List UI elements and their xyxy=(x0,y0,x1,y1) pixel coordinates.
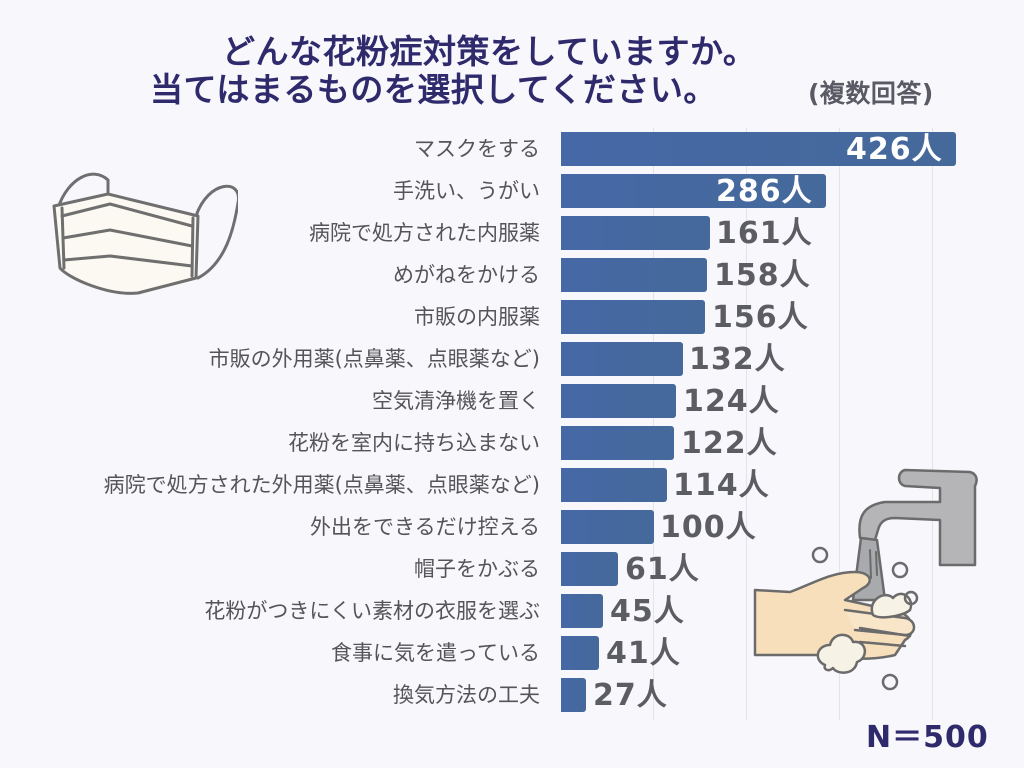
bar-row: 空気清浄機を置く 124人 xyxy=(0,384,1024,419)
bar-row: めがねをかける 158人 xyxy=(0,258,1024,293)
bar xyxy=(561,216,710,250)
category-label: 帽子をかぶる xyxy=(414,557,540,581)
value-label: 156人 xyxy=(712,300,809,335)
bar xyxy=(561,300,705,334)
bar xyxy=(561,594,603,628)
category-label: 花粉を室内に持ち込まない xyxy=(288,431,540,455)
category-label: 外出をできるだけ控える xyxy=(310,515,540,539)
bar-row: 病院で処方された外用薬(点鼻薬、点眼薬など) 114人 xyxy=(0,468,1024,503)
category-label: 換気方法の工夫 xyxy=(393,683,540,707)
value-label: 286人 xyxy=(716,174,813,209)
category-label: 花粉がつきにくい素材の衣服を選ぶ xyxy=(204,599,540,623)
value-label: 124人 xyxy=(683,384,780,419)
bar-row: マスクをする 426人 xyxy=(0,132,1024,167)
value-label: 100人 xyxy=(660,510,757,545)
hand-washing-faucet-icon xyxy=(753,468,978,691)
bar xyxy=(561,384,676,418)
face-mask-icon xyxy=(52,172,238,295)
bar-row: 花粉がつきにくい素材の衣服を選ぶ 45人 xyxy=(0,594,1024,629)
title-line-1: どんな花粉症対策をしていますか。 xyxy=(222,32,757,71)
value-label: 132人 xyxy=(689,342,786,377)
value-label: 27人 xyxy=(593,678,668,713)
bar-row: 病院で処方された内服薬 161人 xyxy=(0,216,1024,251)
gridline-400 xyxy=(932,128,933,720)
bar xyxy=(561,174,826,208)
bar xyxy=(561,258,707,292)
bar-row: 食事に気を遣っている 41人 xyxy=(0,636,1024,671)
bar xyxy=(561,132,956,166)
value-label: 158人 xyxy=(714,258,811,293)
value-label: 122人 xyxy=(681,426,778,461)
category-label: 空気清浄機を置く xyxy=(372,389,540,413)
bar-row: 外出をできるだけ控える 100人 xyxy=(0,510,1024,545)
value-label: 41人 xyxy=(606,636,681,671)
sample-size-label: N＝500 xyxy=(866,720,989,755)
category-label: 病院で処方された外用薬(点鼻薬、点眼薬など) xyxy=(103,473,540,497)
bar xyxy=(561,342,683,376)
value-label: 161人 xyxy=(716,216,813,251)
gridline-100 xyxy=(653,128,654,720)
multiple-answer-note: (複数回答) xyxy=(808,79,934,108)
bar-row: 市販の内服薬 156人 xyxy=(0,300,1024,335)
bar-row: 市販の外用薬(点鼻薬、点眼薬など) 132人 xyxy=(0,342,1024,377)
category-label: マスクをする xyxy=(414,137,540,161)
bar xyxy=(561,552,618,586)
value-label: 45人 xyxy=(610,594,685,629)
category-label: 食事に気を遣っている xyxy=(331,641,540,665)
category-label: めがねをかける xyxy=(393,263,540,287)
category-label: 市販の外用薬(点鼻薬、点眼薬など) xyxy=(208,347,540,371)
bar xyxy=(561,678,586,712)
title-line-2: 当てはまるものを選択してください。 xyxy=(150,70,717,109)
value-label: 426人 xyxy=(846,132,943,167)
bar xyxy=(561,510,654,544)
bar xyxy=(561,636,599,670)
bar-row: 換気方法の工夫 27人 xyxy=(0,678,1024,713)
bar-row: 帽子をかぶる 61人 xyxy=(0,552,1024,587)
gridline-200 xyxy=(746,128,747,720)
value-label: 114人 xyxy=(673,468,770,503)
bar xyxy=(561,426,674,460)
bar-row: 手洗い、うがい 286人 xyxy=(0,174,1024,209)
bar xyxy=(561,468,667,502)
bar-row: 花粉を室内に持ち込まない 122人 xyxy=(0,426,1024,461)
value-label: 61人 xyxy=(625,552,700,587)
category-label: 市販の内服薬 xyxy=(414,305,540,329)
category-label: 病院で処方された内服薬 xyxy=(309,221,540,245)
category-label: 手洗い、うがい xyxy=(393,179,540,203)
gridline-300 xyxy=(839,128,840,720)
